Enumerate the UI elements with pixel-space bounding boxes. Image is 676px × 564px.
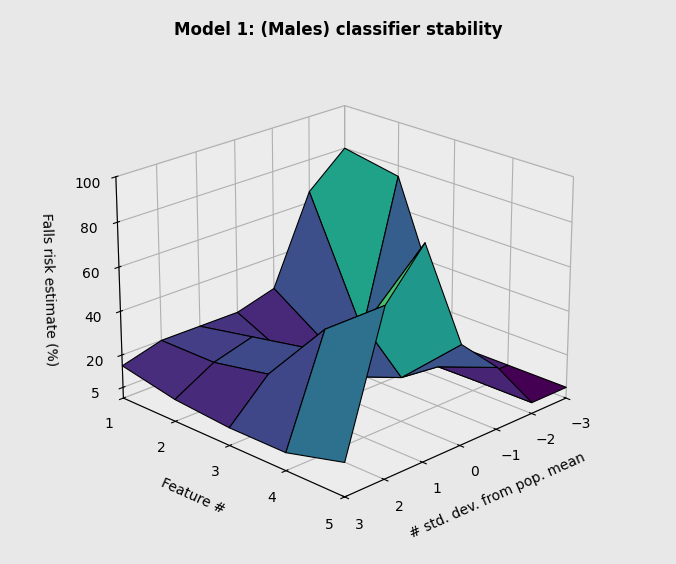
Y-axis label: Feature #: Feature # [158, 475, 226, 516]
X-axis label: # std. dev. from pop. mean: # std. dev. from pop. mean [407, 451, 587, 541]
Title: Model 1: (Males) classifier stability: Model 1: (Males) classifier stability [174, 21, 502, 39]
